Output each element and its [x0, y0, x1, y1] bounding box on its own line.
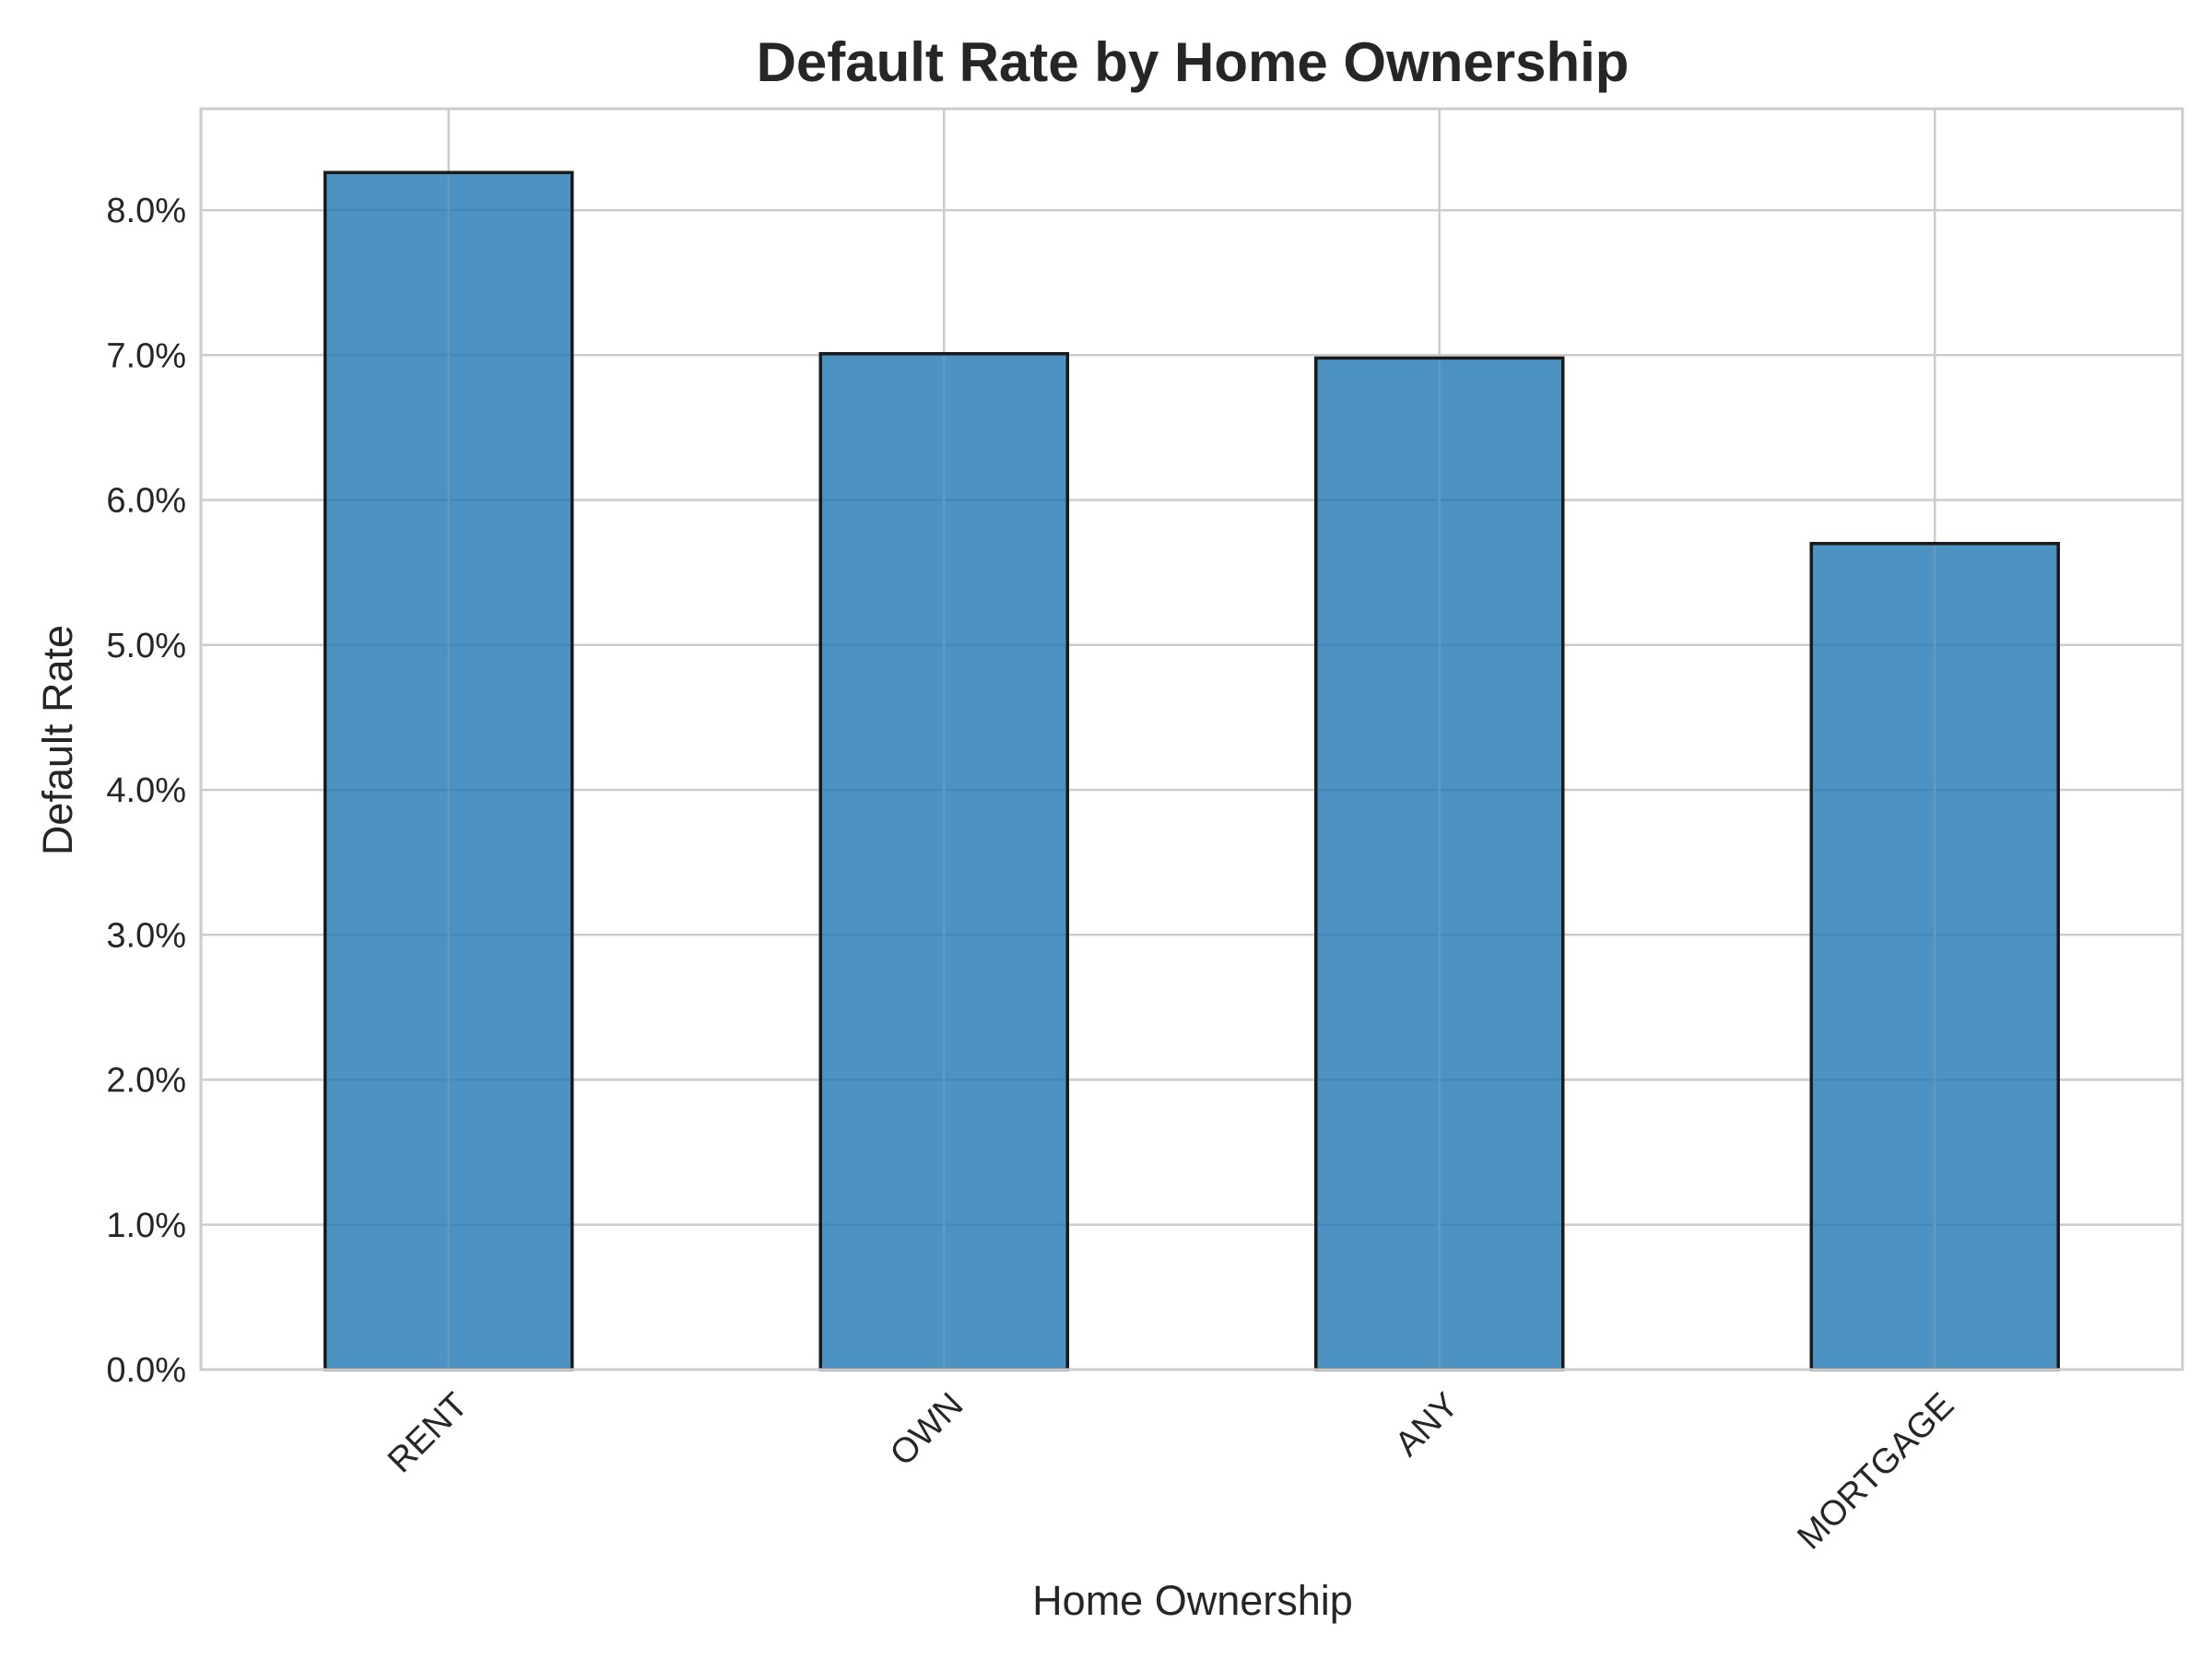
x-tick-label: OWN — [883, 1385, 971, 1473]
y-axis-label: Default Rate — [34, 625, 81, 855]
x-axis-label: Home Ownership — [1032, 1577, 1353, 1624]
x-tick-labels: RENT OWN ANY MORTGAGE — [381, 1385, 1961, 1557]
x-grid-overlay — [447, 174, 1936, 1370]
bar-any — [1314, 356, 1565, 1371]
y-tick-label: 8.0% — [106, 192, 186, 230]
y-tick-labels: 0.0% 1.0% 2.0% 3.0% 4.0% 5.0% 6.0% 7.0% 8.0% — [106, 192, 186, 1390]
y-tick-label: 3.0% — [106, 916, 186, 955]
plot-frame — [199, 107, 2184, 1371]
x-tick-label: MORTGAGE — [1790, 1385, 1961, 1557]
y-tick-label: 6.0% — [106, 482, 186, 521]
bars-layer — [324, 171, 2060, 1371]
bar-rent — [324, 171, 574, 1371]
x-tick-label: ANY — [1388, 1385, 1466, 1464]
y-tick-label: 5.0% — [106, 627, 186, 665]
y-tick-label: 7.0% — [106, 336, 186, 375]
bar-own — [818, 351, 1069, 1371]
y-tick-label: 4.0% — [106, 771, 186, 810]
x-tick-label: RENT — [381, 1385, 476, 1480]
y-tick-label: 1.0% — [106, 1206, 186, 1245]
chart-title: Default Rate by Home Ownership — [757, 31, 1630, 93]
y-tick-label: 0.0% — [106, 1351, 186, 1390]
y-tick-label: 2.0% — [106, 1062, 186, 1100]
